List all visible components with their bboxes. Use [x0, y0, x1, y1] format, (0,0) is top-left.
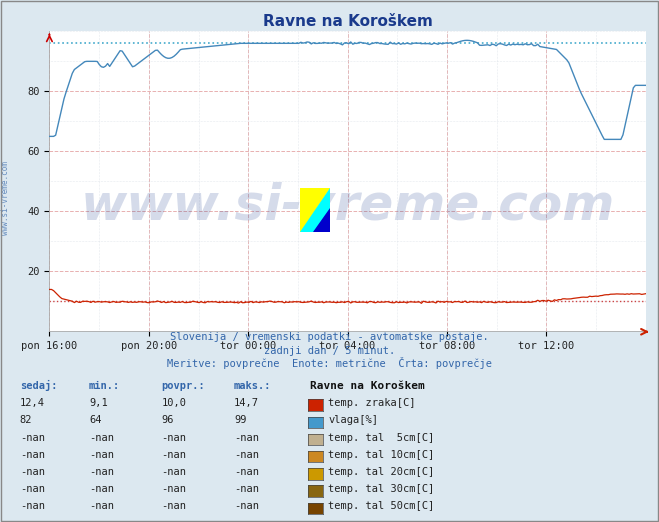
Title: Ravne na Koroškem: Ravne na Koroškem — [263, 14, 432, 29]
Text: -nan: -nan — [234, 502, 259, 512]
Text: -nan: -nan — [234, 450, 259, 460]
Text: -nan: -nan — [161, 433, 186, 443]
Text: -nan: -nan — [161, 450, 186, 460]
Text: temp. zraka[C]: temp. zraka[C] — [328, 398, 416, 408]
Text: Meritve: povprečne  Enote: metrične  Črta: povprečje: Meritve: povprečne Enote: metrične Črta:… — [167, 358, 492, 370]
Text: -nan: -nan — [20, 467, 45, 477]
Polygon shape — [300, 188, 330, 232]
Polygon shape — [313, 208, 330, 232]
Text: -nan: -nan — [161, 502, 186, 512]
Text: -nan: -nan — [89, 502, 114, 512]
Text: 9,1: 9,1 — [89, 398, 107, 408]
Text: www.si-vreme.com: www.si-vreme.com — [1, 161, 10, 235]
Text: -nan: -nan — [89, 484, 114, 494]
Text: temp. tal  5cm[C]: temp. tal 5cm[C] — [328, 433, 434, 443]
Text: -nan: -nan — [234, 467, 259, 477]
Text: zadnji dan / 5 minut.: zadnji dan / 5 minut. — [264, 346, 395, 356]
Text: -nan: -nan — [234, 433, 259, 443]
Text: temp. tal 20cm[C]: temp. tal 20cm[C] — [328, 467, 434, 477]
Text: temp. tal 30cm[C]: temp. tal 30cm[C] — [328, 484, 434, 494]
Text: -nan: -nan — [20, 484, 45, 494]
Text: -nan: -nan — [20, 502, 45, 512]
Text: -nan: -nan — [89, 467, 114, 477]
Text: Ravne na Koroškem: Ravne na Koroškem — [310, 381, 424, 391]
Text: -nan: -nan — [89, 450, 114, 460]
Text: temp. tal 50cm[C]: temp. tal 50cm[C] — [328, 502, 434, 512]
Text: -nan: -nan — [20, 450, 45, 460]
Text: -nan: -nan — [20, 433, 45, 443]
Text: 12,4: 12,4 — [20, 398, 45, 408]
Text: temp. tal 10cm[C]: temp. tal 10cm[C] — [328, 450, 434, 460]
Text: min.:: min.: — [89, 381, 120, 391]
Text: maks.:: maks.: — [234, 381, 272, 391]
Text: -nan: -nan — [161, 467, 186, 477]
Text: Slovenija / vremenski podatki - avtomatske postaje.: Slovenija / vremenski podatki - avtomats… — [170, 333, 489, 342]
Text: 14,7: 14,7 — [234, 398, 259, 408]
Text: -nan: -nan — [234, 484, 259, 494]
Text: 10,0: 10,0 — [161, 398, 186, 408]
Text: sedaj:: sedaj: — [20, 380, 57, 391]
Polygon shape — [300, 188, 330, 232]
Text: 82: 82 — [20, 416, 32, 425]
Text: 96: 96 — [161, 416, 174, 425]
Text: vlaga[%]: vlaga[%] — [328, 416, 378, 425]
Text: -nan: -nan — [161, 484, 186, 494]
Text: -nan: -nan — [89, 433, 114, 443]
Text: 64: 64 — [89, 416, 101, 425]
Text: povpr.:: povpr.: — [161, 381, 205, 391]
Text: 99: 99 — [234, 416, 246, 425]
Text: www.si-vreme.com: www.si-vreme.com — [80, 182, 615, 229]
